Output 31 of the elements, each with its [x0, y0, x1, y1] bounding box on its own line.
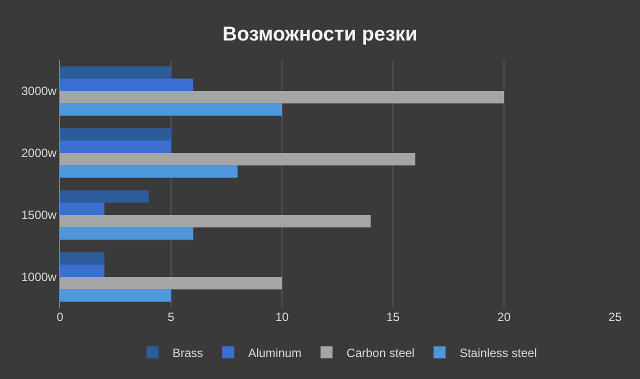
bar	[60, 252, 104, 265]
x-tick-label: 0	[56, 310, 64, 324]
x-tick-label: 5	[168, 310, 175, 324]
bar	[60, 202, 104, 215]
y-tick-label: 1000w	[21, 270, 57, 284]
bar	[60, 277, 282, 290]
chart-title: Возможности резки	[222, 24, 418, 46]
y-tick-label: 1500w	[21, 208, 57, 222]
x-tick-label: 15	[386, 310, 400, 324]
bar	[60, 264, 104, 277]
bar	[60, 289, 171, 302]
legend-label: Stainless steel	[460, 346, 537, 360]
legend-label: Brass	[172, 346, 204, 360]
bar	[60, 78, 194, 91]
bar	[60, 140, 171, 153]
bar	[60, 91, 504, 104]
x-tick-label: 25	[608, 310, 622, 324]
bar	[60, 190, 149, 203]
x-tick-label: 20	[497, 310, 511, 324]
bar	[60, 227, 194, 240]
bar	[60, 66, 171, 79]
bar	[60, 128, 171, 141]
y-tick-label: 2000w	[21, 146, 57, 160]
bar	[60, 103, 282, 116]
bar	[60, 153, 416, 166]
bar	[60, 165, 238, 178]
legend-label: Carbon steel	[346, 346, 415, 360]
x-tick-label: 10	[275, 310, 289, 324]
bar	[60, 215, 371, 228]
legend-label: Aluminum	[248, 346, 302, 360]
y-tick-label: 3000w	[21, 84, 57, 98]
